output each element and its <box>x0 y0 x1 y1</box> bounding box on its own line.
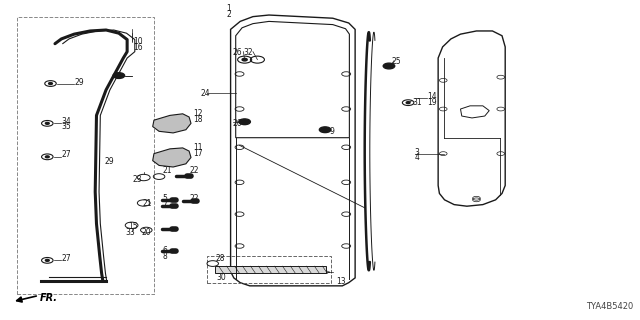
Text: 1: 1 <box>226 4 231 13</box>
Text: 9: 9 <box>330 127 335 136</box>
Polygon shape <box>153 148 191 167</box>
Text: 14: 14 <box>428 92 437 101</box>
Bar <box>207 256 332 283</box>
Text: 30: 30 <box>216 273 226 282</box>
Text: 33: 33 <box>125 228 135 237</box>
Bar <box>17 17 154 294</box>
Text: 12: 12 <box>193 109 203 118</box>
Text: 16: 16 <box>133 43 143 52</box>
Circle shape <box>45 156 49 158</box>
Text: 19: 19 <box>428 98 437 107</box>
Text: 4: 4 <box>415 153 419 162</box>
Text: TYA4B5420: TYA4B5420 <box>586 302 633 311</box>
Text: 26: 26 <box>232 119 242 128</box>
Text: 21: 21 <box>143 199 152 208</box>
Text: 13: 13 <box>336 277 346 286</box>
Circle shape <box>383 63 395 69</box>
Text: 29: 29 <box>104 157 114 166</box>
Circle shape <box>319 127 331 132</box>
Text: FR.: FR. <box>40 293 58 303</box>
Text: 15: 15 <box>129 222 138 231</box>
Circle shape <box>45 260 49 261</box>
Circle shape <box>45 123 49 124</box>
Text: 25: 25 <box>392 57 401 66</box>
Text: 29: 29 <box>74 78 84 87</box>
Text: 27: 27 <box>61 254 71 263</box>
Bar <box>214 266 326 273</box>
Circle shape <box>242 58 247 61</box>
Circle shape <box>49 83 52 84</box>
Polygon shape <box>153 114 191 133</box>
Text: 10: 10 <box>133 37 143 46</box>
Text: 35: 35 <box>61 122 71 132</box>
Text: 6: 6 <box>163 246 167 255</box>
Text: 5: 5 <box>163 194 167 204</box>
Text: 27: 27 <box>61 150 71 159</box>
Text: 22: 22 <box>189 166 198 175</box>
Text: 22: 22 <box>189 194 198 203</box>
Text: 34: 34 <box>61 116 71 126</box>
Circle shape <box>113 73 125 78</box>
Circle shape <box>406 102 410 104</box>
Circle shape <box>239 119 250 124</box>
Text: 26: 26 <box>232 48 242 57</box>
Text: 20: 20 <box>141 228 151 237</box>
Text: 28: 28 <box>216 254 225 263</box>
Text: 21: 21 <box>163 166 172 175</box>
Text: 2: 2 <box>226 10 231 19</box>
Text: 24: 24 <box>200 89 210 98</box>
Text: 8: 8 <box>163 252 167 261</box>
Text: 31: 31 <box>413 98 422 107</box>
Text: 32: 32 <box>243 48 253 57</box>
Text: 11: 11 <box>193 143 203 152</box>
Text: 17: 17 <box>193 149 203 158</box>
Text: 23: 23 <box>133 175 143 184</box>
Text: 18: 18 <box>193 115 203 124</box>
Text: 3: 3 <box>415 148 419 156</box>
Text: 7: 7 <box>163 200 167 209</box>
